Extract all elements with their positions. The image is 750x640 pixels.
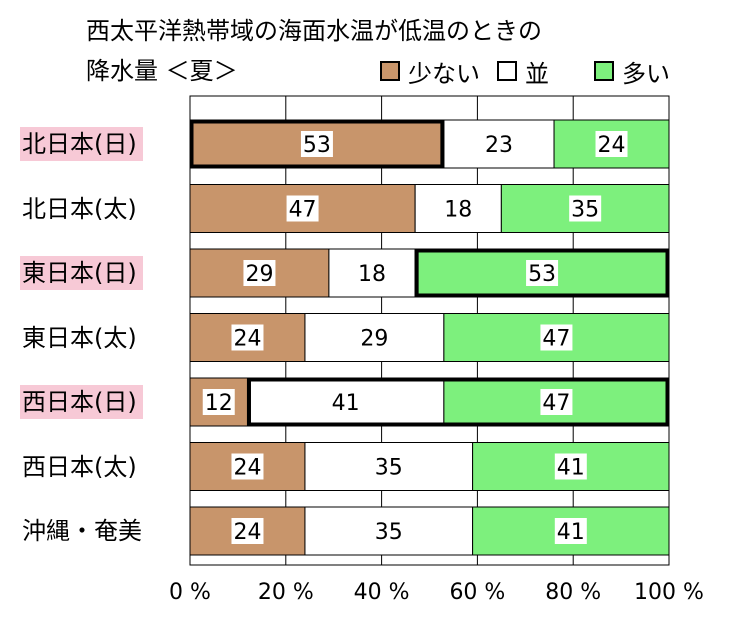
category-label: 沖縄・奄美 [22, 517, 142, 545]
data-label-bg [540, 324, 573, 351]
data-label: 47 [542, 327, 570, 352]
data-label-bg [526, 260, 559, 286]
category-label: 西日本(太) [22, 452, 137, 481]
data-label-bg [231, 324, 264, 351]
data-label-bg [329, 389, 362, 415]
legend-swatch-normal [497, 61, 517, 81]
category-label: 北日本(太) [22, 194, 137, 223]
emphasis-frame [414, 248, 670, 298]
emphasis-frame [189, 119, 445, 169]
x-tick-label: 100 % [634, 580, 704, 605]
data-label-bg [482, 131, 515, 157]
data-label: 24 [233, 456, 261, 481]
category-label: 東日本(太) [22, 323, 137, 352]
data-label-bg [442, 195, 475, 222]
legend-item-few: 少ない [380, 56, 480, 88]
data-label-bg [554, 518, 587, 544]
legend-label-normal: 並 [525, 59, 549, 88]
x-tick-label: 80 % [545, 580, 602, 605]
x-tick-label: 20 % [257, 580, 314, 605]
data-label-bg [286, 195, 319, 222]
legend-swatch-few [380, 61, 400, 81]
data-label-bg [356, 260, 389, 286]
data-label: 53 [303, 133, 331, 158]
chart-title-line1: 西太平洋熱帯域の海面水温が低温のときの [86, 17, 542, 45]
data-label: 35 [571, 198, 599, 223]
emphasis-frame [246, 377, 670, 427]
legend-item-normal: 並 [497, 56, 549, 88]
category-label: 西日本(日) [20, 385, 143, 419]
legend-label-many: 多い [622, 59, 670, 88]
x-tick-label: 60 % [449, 580, 506, 605]
legend: 少ない 並 多い [0, 56, 750, 88]
data-label-bg [372, 518, 405, 544]
data-label: 47 [542, 391, 570, 416]
data-label-bg [540, 389, 573, 415]
data-label-bg [554, 453, 587, 480]
data-label-bg [243, 260, 276, 286]
data-label: 41 [332, 391, 360, 416]
legend-item-many: 多い [594, 56, 670, 88]
data-label: 18 [358, 262, 386, 287]
data-label: 35 [375, 456, 403, 481]
data-label: 41 [557, 520, 585, 545]
data-label-bg [358, 324, 391, 351]
data-label-bg [202, 389, 235, 415]
data-label: 53 [528, 262, 556, 287]
data-label: 18 [444, 198, 472, 223]
data-label: 23 [485, 133, 513, 158]
data-label-bg [231, 518, 264, 544]
data-label-bg [231, 453, 264, 480]
data-label-bg [372, 453, 405, 480]
data-label: 12 [205, 391, 233, 416]
data-label-bg [300, 131, 333, 157]
data-label: 24 [233, 520, 261, 545]
data-label: 35 [375, 520, 403, 545]
legend-swatch-many [594, 61, 614, 81]
data-label: 24 [233, 327, 261, 352]
data-label: 47 [289, 198, 317, 223]
data-label: 29 [360, 327, 388, 352]
data-label: 41 [557, 456, 585, 481]
data-label-bg [595, 131, 628, 157]
data-label-bg [569, 195, 602, 222]
x-tick-label: 40 % [353, 580, 410, 605]
x-tick-label: 0 % [169, 580, 211, 605]
category-label: 東日本(日) [20, 256, 143, 290]
category-label: 北日本(日) [20, 127, 143, 161]
data-label: 29 [245, 262, 273, 287]
legend-label-few: 少ない [408, 59, 480, 88]
chart-title-line2: 降水量 ＜夏＞ [86, 57, 238, 85]
data-label: 24 [598, 133, 626, 158]
bar-segment [472, 506, 670, 556]
